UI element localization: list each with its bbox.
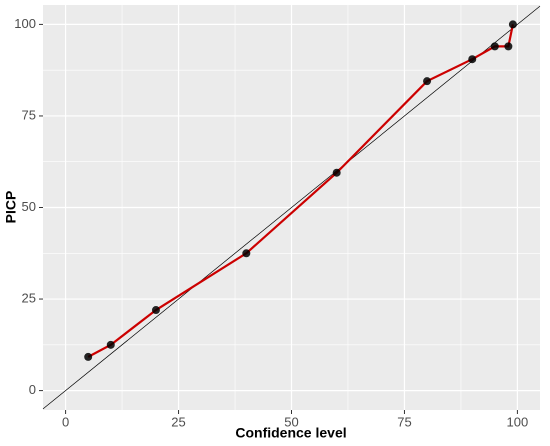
point [106,340,115,349]
reference-line [42,5,541,410]
y-axis-title: PICP [3,191,19,224]
y-tick-label: 25 [22,290,36,305]
y-tick-label: 100 [14,16,36,31]
point [423,77,432,86]
point [332,168,341,177]
point [84,352,93,361]
series-line [87,24,514,358]
point [151,306,160,315]
x-tick-label: 100 [507,414,529,429]
point [504,42,513,51]
y-tick-label: 50 [22,199,36,214]
x-axis-title: Confidence level [235,425,346,441]
point [490,42,499,51]
y-tick-label: 75 [22,107,36,122]
x-tick-label: 75 [397,414,411,429]
x-tick-label: 25 [171,414,185,429]
x-tick-label: 0 [62,414,69,429]
x-tick-label: 50 [284,414,298,429]
y-tick-label: 0 [29,382,36,397]
point [508,20,517,29]
point [242,249,251,258]
point [468,55,477,64]
